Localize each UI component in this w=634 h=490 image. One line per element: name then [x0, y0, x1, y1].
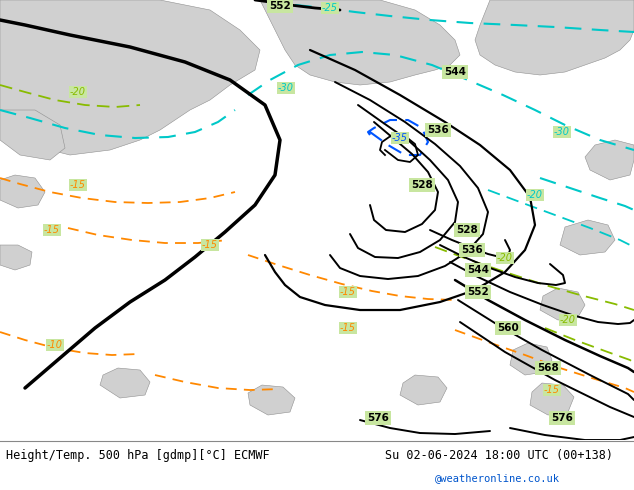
Polygon shape	[585, 140, 634, 180]
Polygon shape	[260, 0, 460, 85]
Text: -15: -15	[44, 225, 60, 235]
Text: 544: 544	[467, 265, 489, 275]
Text: Height/Temp. 500 hPa [gdmp][°C] ECMWF: Height/Temp. 500 hPa [gdmp][°C] ECMWF	[6, 448, 269, 462]
Text: -25: -25	[322, 3, 338, 13]
Text: @weatheronline.co.uk: @weatheronline.co.uk	[435, 473, 560, 483]
Polygon shape	[248, 385, 295, 415]
Text: 552: 552	[269, 1, 291, 11]
Text: -15: -15	[544, 385, 560, 395]
Text: -30: -30	[278, 83, 294, 93]
Polygon shape	[530, 383, 574, 415]
Polygon shape	[100, 368, 150, 398]
Text: Su 02-06-2024 18:00 UTC (00+138): Su 02-06-2024 18:00 UTC (00+138)	[385, 448, 613, 462]
Polygon shape	[0, 0, 260, 155]
Polygon shape	[0, 110, 65, 160]
Text: -15: -15	[340, 323, 356, 333]
Polygon shape	[400, 375, 447, 405]
Text: -20: -20	[560, 315, 576, 325]
Text: 552: 552	[467, 287, 489, 297]
Text: 576: 576	[551, 413, 573, 423]
Text: -20: -20	[527, 190, 543, 200]
Polygon shape	[510, 343, 552, 375]
Polygon shape	[560, 220, 615, 255]
Text: 568: 568	[537, 363, 559, 373]
Text: 536: 536	[461, 245, 483, 255]
Polygon shape	[540, 288, 585, 320]
Text: 560: 560	[497, 323, 519, 333]
Text: -10: -10	[47, 340, 63, 350]
Text: -15: -15	[202, 240, 218, 250]
Polygon shape	[0, 175, 45, 208]
Text: 528: 528	[456, 225, 478, 235]
Text: -15: -15	[70, 180, 86, 190]
Polygon shape	[475, 0, 634, 75]
Text: -20: -20	[70, 87, 86, 97]
Text: -30: -30	[554, 127, 570, 137]
Text: 536: 536	[427, 125, 449, 135]
Text: 528: 528	[411, 180, 433, 190]
Text: -15: -15	[340, 287, 356, 297]
Text: -35: -35	[392, 133, 408, 143]
Polygon shape	[0, 245, 32, 270]
Text: 576: 576	[367, 413, 389, 423]
Text: 544: 544	[444, 67, 466, 77]
Text: -20: -20	[497, 253, 513, 263]
